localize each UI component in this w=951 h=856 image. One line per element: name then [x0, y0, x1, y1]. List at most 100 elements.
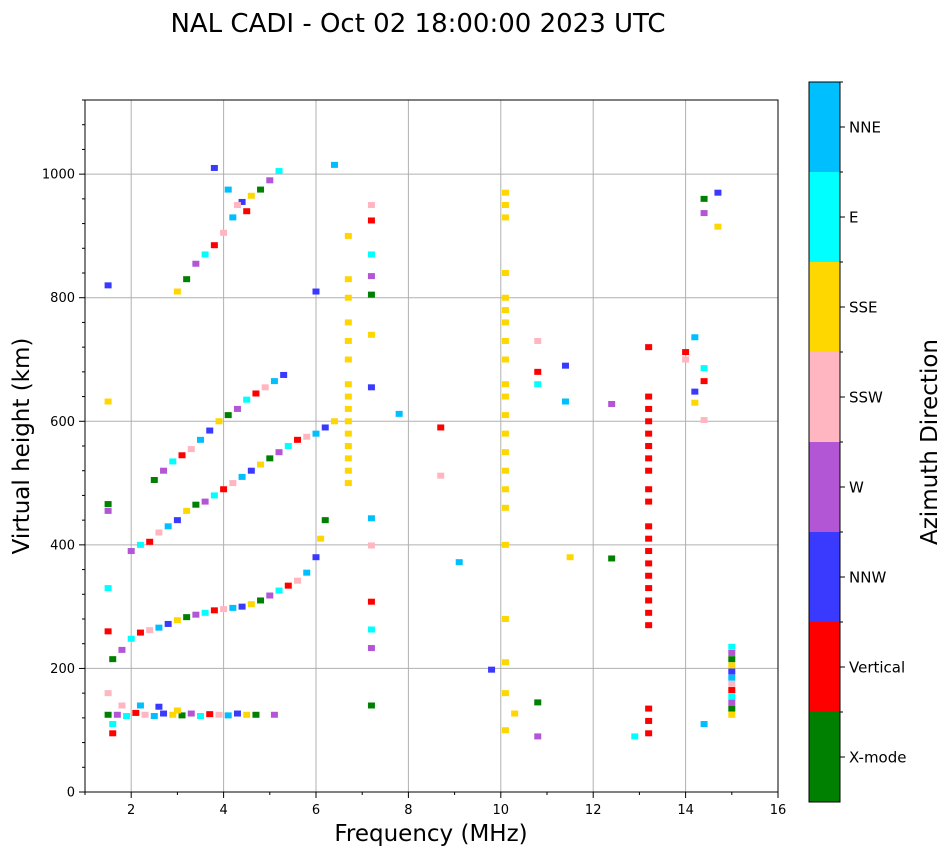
echo-mark: [501, 690, 509, 697]
echo-mark: [437, 424, 445, 431]
echo-mark: [367, 273, 375, 280]
echo-mark: [206, 427, 214, 434]
echo-mark: [321, 424, 329, 431]
echo-mark: [645, 535, 653, 542]
echo-mark: [645, 393, 653, 400]
echo-mark: [367, 515, 375, 522]
colorbar-tick-label: NNE: [849, 119, 881, 137]
echo-mark: [183, 614, 191, 621]
echo-mark: [455, 559, 463, 566]
echo-mark: [266, 177, 274, 184]
echo-mark: [303, 569, 311, 576]
echo-mark: [691, 388, 699, 395]
echo-mark: [501, 412, 509, 419]
colorbar-segment: [809, 442, 840, 532]
echo-mark: [257, 597, 265, 604]
echo-mark: [284, 582, 292, 589]
echo-mark: [294, 436, 302, 443]
echo-mark: [714, 189, 722, 196]
colorbar-segment: [809, 712, 840, 802]
colorbar-segment: [809, 82, 840, 172]
echo-mark: [275, 587, 283, 594]
echo-mark: [501, 486, 509, 493]
echo-mark: [109, 721, 117, 728]
echo-mark: [691, 334, 699, 341]
echo-mark: [645, 455, 653, 462]
echo-mark: [233, 710, 241, 717]
echo-mark: [534, 699, 542, 706]
y-tick-label: 1000: [42, 168, 75, 183]
echo-mark: [367, 542, 375, 549]
echo-mark: [501, 337, 509, 344]
echo-mark: [645, 585, 653, 592]
echo-mark: [303, 433, 311, 440]
echo-mark: [104, 507, 112, 514]
echo-mark: [344, 443, 352, 449]
echo-mark: [645, 405, 653, 412]
echo-mark: [146, 627, 154, 634]
echo-mark: [728, 656, 736, 663]
echo-mark: [270, 378, 278, 385]
echo-mark: [155, 529, 163, 536]
echo-mark: [437, 472, 445, 479]
echo-mark: [691, 399, 699, 406]
echo-mark: [566, 554, 574, 561]
echo-mark: [367, 202, 375, 209]
colorbar: X-mode Vertical NNW W SSW SSE E NNE: [808, 81, 906, 803]
echo-mark: [344, 232, 352, 239]
echo-mark: [501, 393, 509, 400]
echo-mark: [243, 711, 251, 718]
echo-mark: [608, 555, 616, 562]
y-tick-label: 800: [50, 291, 75, 306]
echo-mark: [275, 168, 283, 175]
echo-mark: [155, 703, 163, 710]
echo-mark: [501, 356, 509, 363]
echo-mark: [164, 620, 172, 627]
echo-mark: [344, 430, 352, 437]
echo-mark: [330, 161, 338, 168]
echo-mark: [344, 337, 352, 344]
echo-mark: [312, 430, 320, 437]
y-tick-label: 400: [50, 538, 75, 553]
echo-mark: [728, 668, 736, 675]
echo-mark: [645, 572, 653, 579]
x-tick-label: 4: [219, 803, 227, 818]
y-tick-label: 0: [67, 786, 75, 801]
colorbar-segment: [809, 262, 840, 352]
echo-mark: [192, 611, 200, 618]
data-marks: [104, 161, 736, 740]
echo-mark: [284, 443, 292, 449]
echo-mark: [714, 223, 722, 230]
y-axis-ticks: 0 200 400 600 800 1000: [42, 99, 85, 801]
echo-mark: [210, 242, 218, 249]
echo-mark: [118, 646, 126, 653]
colorbar-tick-label: SSE: [849, 299, 878, 317]
echo-mark: [127, 635, 135, 642]
echo-mark: [645, 560, 653, 567]
echo-mark: [146, 538, 154, 545]
echo-mark: [178, 452, 186, 459]
echo-mark: [645, 705, 653, 712]
echo-mark: [201, 251, 209, 258]
echo-mark: [201, 498, 209, 505]
plot-area: 2 4 6 8 10 12 14 16 0 200 400 600 800 1000: [42, 99, 786, 818]
echo-mark: [344, 356, 352, 363]
echo-mark: [220, 606, 228, 613]
echo-mark: [312, 288, 320, 295]
echo-mark: [700, 365, 708, 372]
echo-mark: [344, 393, 352, 400]
colorbar-tick-label: E: [849, 209, 858, 227]
echo-mark: [238, 198, 246, 205]
echo-mark: [294, 577, 302, 584]
echo-mark: [700, 378, 708, 385]
echo-mark: [501, 659, 509, 666]
echo-mark: [344, 276, 352, 283]
echo-mark: [178, 712, 186, 719]
echo-mark: [728, 643, 736, 650]
echo-mark: [173, 517, 181, 524]
echo-mark: [645, 467, 653, 474]
echo-mark: [187, 710, 195, 717]
colorbar-label: Azimuth Direction: [917, 339, 943, 545]
echo-mark: [247, 601, 255, 608]
echo-mark: [173, 288, 181, 295]
